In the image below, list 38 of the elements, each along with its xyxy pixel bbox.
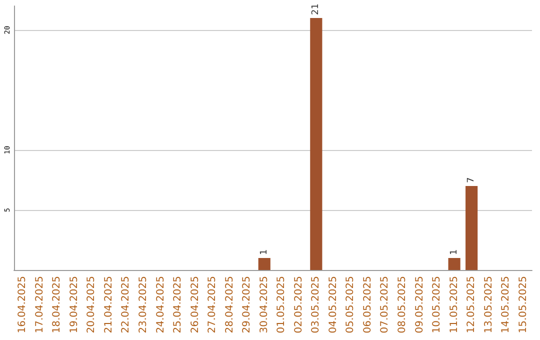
x-tick-label: 02.05.2025 bbox=[293, 276, 304, 334]
x-tick-label: 21.04.2025 bbox=[103, 276, 114, 334]
data-label: 1 bbox=[259, 249, 270, 255]
x-tick-label: 08.05.2025 bbox=[397, 276, 408, 334]
x-tick-label: 14.05.2025 bbox=[500, 276, 512, 334]
x-tick-label: 29.04.2025 bbox=[242, 276, 253, 334]
x-tick-label: 12.05.2025 bbox=[466, 276, 478, 334]
x-tick-label: 03.05.2025 bbox=[310, 276, 322, 334]
x-tick-label: 17.04.2025 bbox=[34, 276, 46, 334]
data-label: 21 bbox=[311, 4, 322, 15]
x-tick-label: 10.05.2025 bbox=[432, 276, 443, 334]
x-tick-label: 25.04.2025 bbox=[172, 276, 184, 334]
bar bbox=[448, 258, 460, 270]
x-tick-label: 05.05.2025 bbox=[345, 276, 356, 334]
x-tick-label: 01.05.2025 bbox=[276, 276, 288, 334]
x-tick-label: 19.04.2025 bbox=[68, 276, 80, 334]
x-tick-label: 23.04.2025 bbox=[138, 276, 149, 334]
x-tick-label: 28.04.2025 bbox=[224, 276, 236, 334]
x-tick-label: 09.05.2025 bbox=[414, 276, 426, 334]
x-tick-label: 18.04.2025 bbox=[52, 276, 63, 334]
bar bbox=[466, 186, 478, 270]
x-tick-label: 11.05.2025 bbox=[448, 276, 460, 334]
x-tick-label: 06.05.2025 bbox=[362, 276, 374, 334]
x-tick-label: 22.04.2025 bbox=[120, 276, 132, 334]
x-tick-label: 26.04.2025 bbox=[190, 276, 201, 334]
x-tick-label: 27.04.2025 bbox=[207, 276, 218, 334]
data-label: 7 bbox=[466, 177, 477, 183]
bar bbox=[258, 258, 270, 270]
x-tick-label: 13.05.2025 bbox=[483, 276, 494, 334]
x-tick-label: 16.04.2025 bbox=[17, 276, 28, 334]
x-tick-label: 30.04.2025 bbox=[258, 276, 270, 334]
bar bbox=[310, 18, 322, 270]
x-tick-label: 15.05.2025 bbox=[518, 276, 529, 334]
x-tick-label: 04.05.2025 bbox=[328, 276, 339, 334]
x-tick-label: 07.05.2025 bbox=[380, 276, 391, 334]
x-tick-label: 20.04.2025 bbox=[86, 276, 98, 334]
x-tick-label: 24.04.2025 bbox=[155, 276, 166, 334]
data-label: 1 bbox=[449, 249, 460, 255]
